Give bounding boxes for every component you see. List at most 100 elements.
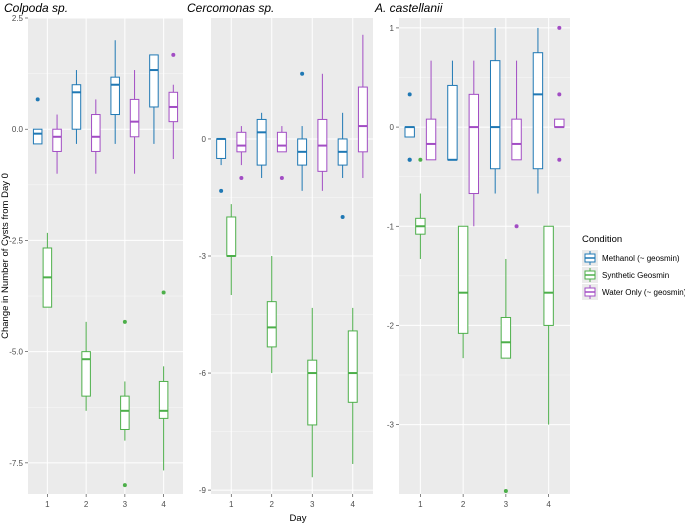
outlier-point (407, 92, 412, 97)
x-tick-label: 1 (45, 500, 50, 509)
y-axis-label: Change in Number of Cysts from Day 0 (0, 173, 11, 339)
y-tick-label: -3 (199, 252, 207, 261)
water-box-day-3 (129, 70, 140, 174)
outlier-point (161, 290, 166, 295)
synthetic-box-day-4 (347, 307, 358, 464)
water-box-day-4 (357, 34, 368, 178)
y-tick-label: -9 (199, 486, 207, 495)
panel-title: Cercomonas sp. (187, 1, 274, 15)
methanol-box-day-4 (149, 54, 159, 144)
synthetic-box-day-1 (415, 157, 426, 259)
y-tick-label: 2.5 (12, 14, 24, 23)
legend-key-methanol (582, 250, 598, 266)
box-iqr (266, 301, 277, 348)
panel-2: 0 -3 -6 -9 1 2 3 4 Cercomonas sp. (187, 1, 373, 509)
box-iqr (543, 225, 554, 326)
water-box-day-4 (168, 52, 179, 160)
water-box-day-3 (511, 60, 522, 229)
water-box-day-4 (554, 25, 565, 162)
y-tick-label: 0 (390, 123, 395, 132)
outlier-point (557, 157, 562, 162)
methanol-box-day-3 (110, 40, 120, 144)
outlier-point (557, 92, 562, 97)
box-iqr (226, 216, 237, 257)
y-tick-label: -3 (387, 421, 395, 430)
box-iqr (425, 118, 437, 161)
legend-label-methanol: Methanol (~ geosmin) (602, 254, 680, 263)
x-tick-label: 3 (310, 500, 315, 509)
outlier-point (300, 71, 305, 76)
box-iqr (32, 128, 43, 145)
box-iqr (532, 52, 544, 170)
box-iqr (511, 118, 522, 161)
box-iqr (554, 118, 565, 128)
water-box-day-2 (91, 99, 101, 174)
y-tick-label: -1 (387, 222, 395, 231)
x-tick-label: 3 (504, 500, 509, 509)
outlier-point (239, 175, 244, 180)
box-iqr (457, 225, 469, 334)
box-iqr (404, 126, 415, 138)
box-iqr (158, 380, 169, 419)
methanol-box-day-2 (256, 112, 267, 178)
legend-title: Condition (582, 234, 622, 245)
y-tick-label: -6 (199, 369, 207, 378)
legend-key-synthetic (582, 267, 598, 283)
outlier-point (503, 489, 508, 494)
synthetic-box-day-2 (81, 321, 91, 411)
box-iqr (120, 395, 130, 430)
legend-label-synthetic: Synthetic Geosmin (602, 271, 669, 280)
x-tick-label: 3 (123, 500, 128, 509)
outlier-point (35, 97, 40, 102)
y-tick-label: -2.5 (9, 236, 23, 245)
methanol-box-day-1 (404, 92, 415, 162)
box-iqr (276, 131, 287, 153)
methanol-box-day-4 (532, 27, 544, 194)
y-tick-label: 0 (202, 135, 207, 144)
synthetic-box-day-1 (42, 232, 53, 308)
water-box-day-1 (425, 60, 437, 161)
panel-1: 2.5 0.0 -2.5 -5.0 -7.5 1 2 3 4 Colpoda sp. (4, 1, 183, 509)
outlier-point (557, 25, 562, 30)
x-axis-label: Day (290, 513, 307, 524)
legend-label-water: Water Only (~ geosmin) (602, 288, 685, 297)
water-box-day-2 (468, 60, 480, 227)
methanol-box-day-4 (337, 112, 348, 219)
box-iqr (307, 359, 318, 426)
box-iqr (468, 93, 480, 195)
water-box-day-1 (236, 126, 247, 180)
x-tick-label: 4 (351, 500, 356, 509)
box-iqr (256, 118, 267, 166)
methanol-box-day-3 (297, 71, 308, 191)
legend: Condition Methanol (~ geosmin) Synthetic G… (582, 234, 685, 300)
outlier-point (122, 319, 127, 324)
x-tick-label: 1 (418, 500, 423, 509)
panel-title: A. castellanii (374, 1, 443, 15)
box-iqr (52, 128, 62, 152)
x-tick-label: 4 (161, 500, 166, 509)
synthetic-box-day-2 (266, 256, 277, 374)
box-iqr (500, 316, 512, 359)
synthetic-box-day-2 (457, 225, 469, 359)
y-tick-label: -2 (387, 321, 395, 330)
box-iqr (216, 138, 227, 159)
methanol-box-day-2 (447, 60, 458, 161)
synthetic-box-day-3 (500, 258, 512, 494)
outlier-point (340, 214, 345, 219)
box-iqr (347, 330, 358, 403)
y-tick-label: 1 (390, 24, 395, 33)
synthetic-box-day-4 (158, 290, 169, 471)
box-iqr (149, 54, 159, 108)
outlier-point (219, 188, 224, 193)
x-tick-label: 2 (461, 500, 466, 509)
synthetic-box-day-1 (226, 204, 237, 296)
x-tick-label: 4 (546, 500, 551, 509)
y-tick-label: -5.0 (9, 348, 23, 357)
water-box-day-1 (52, 114, 62, 174)
y-tick-label: 0.0 (12, 125, 24, 134)
outlier-point (407, 157, 412, 162)
x-tick-label: 1 (229, 500, 234, 509)
synthetic-box-day-3 (120, 319, 130, 488)
box-iqr (357, 86, 368, 153)
